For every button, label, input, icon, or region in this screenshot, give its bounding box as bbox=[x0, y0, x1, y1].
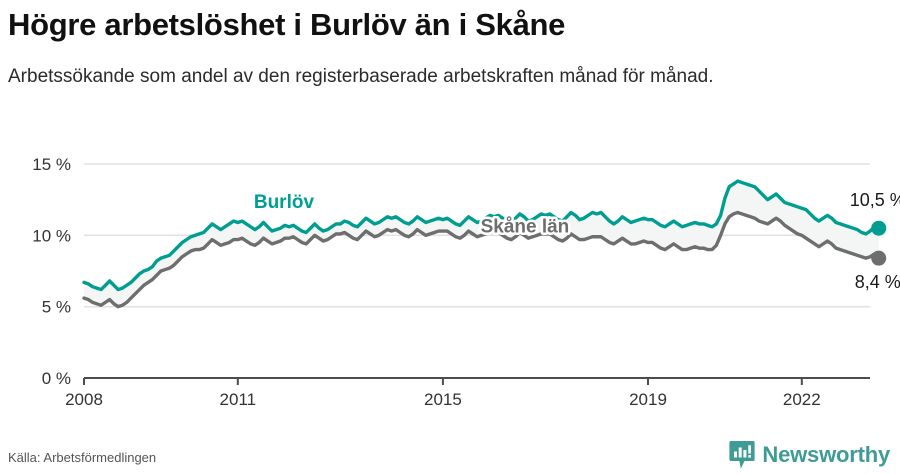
source-note: Källa: Arbetsförmedlingen bbox=[8, 450, 157, 465]
y-tick-label: 5 % bbox=[42, 298, 71, 317]
newsworthy-bars-icon bbox=[729, 441, 756, 469]
x-tick-label: 2015 bbox=[424, 390, 462, 409]
chart-container: 0 % 5 % 10 % 15 % 2008 2011 2015 2019 2022 10,5 %… bbox=[0, 145, 900, 425]
page-title: Högre arbetslöshet i Burlöv än i Skåne bbox=[8, 7, 566, 42]
series-gap-band bbox=[84, 181, 879, 307]
series-end-value-label: 10,5 % bbox=[850, 190, 900, 210]
footer-divider bbox=[0, 428, 900, 429]
series-endpoint-dot bbox=[871, 220, 887, 236]
series-label: Burlöv bbox=[254, 192, 315, 213]
x-tick-label: 2019 bbox=[629, 390, 667, 409]
brand-name: Newsworthy bbox=[762, 442, 890, 467]
series-label-halo: Burlöv bbox=[254, 192, 315, 213]
y-tick-label: 10 % bbox=[32, 226, 71, 245]
page-subtitle: Arbetssökande som andel av den registerb… bbox=[8, 66, 714, 87]
x-tick-label: 2011 bbox=[220, 390, 257, 409]
x-tick-label: 2022 bbox=[783, 390, 821, 409]
series-label: Skåne län bbox=[481, 216, 570, 237]
newsworthy-logo[interactable]: Newsworthy bbox=[729, 440, 890, 470]
series-endpoint-dot bbox=[871, 250, 887, 266]
data-line bbox=[82, 179, 881, 292]
series-label-halo: Skåne län bbox=[481, 216, 570, 237]
line-chart: 0 % 5 % 10 % 15 % 2008 2011 2015 2019 2022 10,5 %… bbox=[32, 155, 900, 409]
series-end-value-label: 8,4 % bbox=[855, 272, 900, 292]
x-tick-label: 2008 bbox=[65, 390, 103, 409]
y-tick-label: 0 % bbox=[42, 369, 71, 388]
y-tick-label: 15 % bbox=[32, 155, 71, 174]
data-line bbox=[82, 210, 881, 309]
